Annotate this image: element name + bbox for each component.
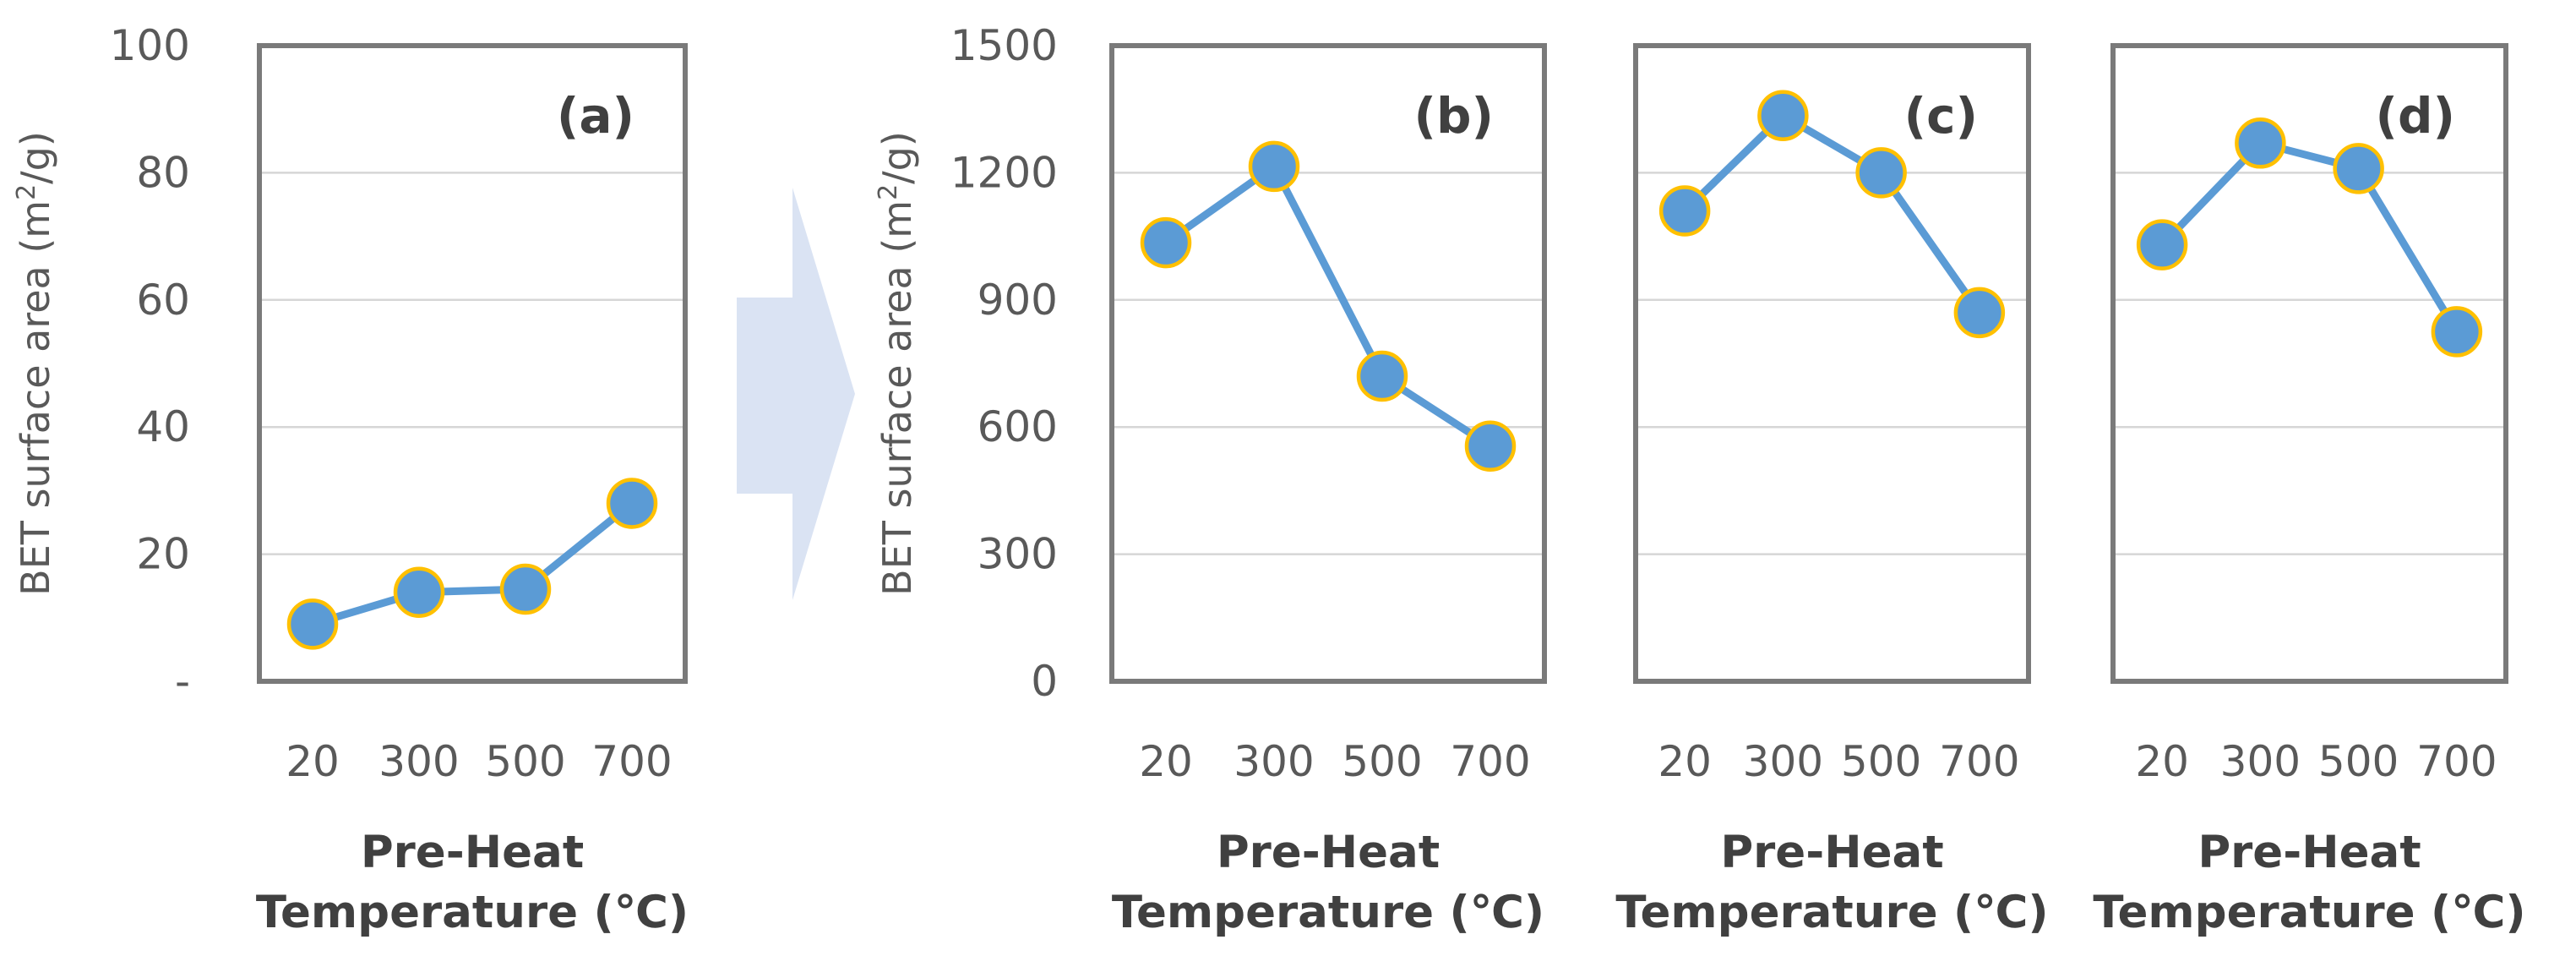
y-tick-label: 100 (110, 21, 190, 70)
y-tick-label: 20 (136, 530, 190, 579)
data-point (393, 566, 445, 618)
data-point (286, 598, 339, 650)
chart-panel-4: 20 300 500 700 Pre-Heat Temperature (℃) (d) (2093, 43, 2526, 938)
x-tick-label: 20 (2135, 737, 2189, 786)
y-tick-label: 40 (136, 402, 190, 451)
y-tick-label: 1500 (950, 21, 1058, 70)
data-point (1356, 350, 1408, 402)
y-axis-title: BET surface area (m2/g) (12, 131, 59, 596)
y-tick-label: 0 (1031, 657, 1058, 706)
x-tick-label: 20 (1658, 737, 1712, 786)
x-tick-label: 300 (379, 737, 459, 786)
x-tick-label: 700 (591, 737, 672, 786)
y-tick-label: 1200 (950, 148, 1058, 197)
y-axis-title: BET surface area (m2/g) (874, 131, 921, 596)
series-line (1163, 162, 1493, 450)
x-axis-title-line2: Temperature (℃) (2093, 887, 2525, 938)
series-line (2159, 139, 2460, 334)
x-tick-label: 20 (1139, 737, 1193, 786)
x-tick-label: 500 (2318, 737, 2399, 786)
y-tick-label: 900 (978, 276, 1058, 325)
panel-label: (b) (1413, 87, 1494, 145)
x-axis-title-line2: Temperature (℃) (1112, 887, 1544, 938)
data-point (2235, 117, 2286, 169)
data-point (1464, 420, 1517, 473)
data-point (2431, 306, 2483, 358)
chart-panel-2: 0 300 600 900 1200 1500 BET surface area (m2/g… (874, 21, 1547, 938)
y-tick-label: - (175, 657, 190, 706)
x-axis-title-line2: Temperature (℃) (256, 887, 689, 938)
data-point (1757, 90, 1809, 141)
x-tick-label: 500 (1841, 737, 1921, 786)
data-point (499, 563, 552, 615)
x-tick-label: 500 (1342, 737, 1422, 786)
data-point (606, 478, 658, 529)
plot-frame (1109, 43, 1547, 684)
x-axis-title-line2: Temperature (℃) (1615, 887, 2048, 938)
x-tick-label: 700 (1450, 737, 1530, 786)
x-tick-label: 300 (2220, 737, 2301, 786)
x-tick-label: 700 (2416, 737, 2497, 786)
transition-arrow (737, 188, 855, 600)
data-point (1855, 147, 1907, 199)
x-axis-title-line1: Pre-Heat (1720, 827, 1943, 878)
data-point (1953, 287, 2006, 339)
x-axis-title-line1: Pre-Heat (2197, 827, 2421, 878)
panel-label: (a) (557, 87, 634, 145)
panel-label: (d) (2375, 87, 2455, 145)
chart-panel-3: 20 300 500 700 Pre-Heat Temperature (℃) (c) (1615, 43, 2049, 938)
chart-panel-1: - 20 40 60 80 100 BET surface area (m2/g) 20 300… (12, 21, 689, 938)
plot-frame (1633, 43, 2031, 684)
x-tick-label: 500 (485, 737, 565, 786)
series-line (1681, 112, 1983, 315)
x-axis-title-line1: Pre-Heat (361, 827, 584, 878)
y-tick-label: 600 (978, 402, 1058, 451)
y-tick-label: 300 (978, 530, 1058, 579)
y-tick-label: 80 (136, 148, 190, 197)
data-point (1140, 216, 1192, 269)
x-tick-label: 300 (1234, 737, 1314, 786)
data-point (1658, 185, 1711, 237)
x-tick-label: 20 (286, 737, 340, 786)
x-tick-label: 300 (1743, 737, 1823, 786)
series-line (311, 500, 634, 628)
data-point (1248, 140, 1300, 193)
x-axis-title-line1: Pre-Heat (1217, 827, 1440, 878)
y-tick-label: 60 (136, 276, 190, 325)
plot-frame (2110, 43, 2508, 684)
data-point (2136, 219, 2188, 270)
panel-label: (c) (1904, 87, 1978, 145)
x-tick-label: 700 (1939, 737, 2019, 786)
data-point (2333, 143, 2384, 194)
plot-frame (257, 43, 688, 684)
